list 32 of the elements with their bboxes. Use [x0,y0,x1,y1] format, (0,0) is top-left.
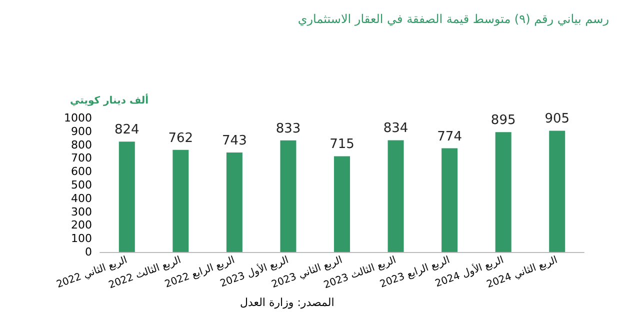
data-label: 834 [383,121,408,136]
y-tick-label: 500 [71,178,92,192]
y-tick-label: 700 [71,152,92,165]
y-tick-label: 0 [85,246,92,258]
chart-title: رسم بياني رقم (٩) متوسط قيمة الصفقة في العقار الاستثماري [298,12,610,26]
y-tick-label: 100 [71,232,92,246]
data-label: 905 [544,112,570,127]
data-label: 743 [222,133,247,148]
bar [549,130,566,252]
y-tick-label: 900 [71,124,92,138]
data-label: 715 [330,137,354,152]
bar [442,148,458,252]
bar [495,132,512,252]
y-tick-label: 1000 [64,112,92,124]
bar [118,142,135,252]
data-label: 895 [490,113,516,128]
bar [226,152,242,252]
bar [388,140,404,252]
data-label: 762 [168,130,194,146]
y-axis-title: ألف دينار كويتي [70,94,149,106]
text: المصدر: وزارة العدل [240,296,334,309]
data-label: 833 [276,121,301,136]
y-tick-label: 200 [71,218,92,232]
data-label: 824 [114,122,140,138]
y-tick-label: 600 [71,165,92,178]
y-tick-label: 800 [71,138,92,152]
bar [172,150,189,252]
y-tick-label: 300 [71,205,92,218]
data-label: 774 [437,129,462,144]
bar [334,156,350,252]
bar [280,140,296,252]
y-tick-label: 400 [71,192,92,205]
